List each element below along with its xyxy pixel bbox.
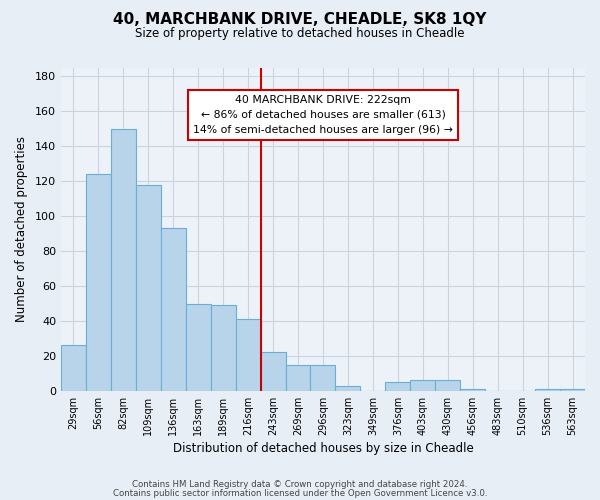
- Bar: [560, 389, 585, 391]
- X-axis label: Distribution of detached houses by size in Cheadle: Distribution of detached houses by size …: [173, 442, 473, 455]
- Bar: [286, 364, 310, 391]
- Bar: [61, 346, 86, 391]
- Bar: [236, 320, 260, 391]
- Text: 40 MARCHBANK DRIVE: 222sqm
← 86% of detached houses are smaller (613)
14% of sem: 40 MARCHBANK DRIVE: 222sqm ← 86% of deta…: [193, 95, 453, 134]
- Bar: [410, 380, 435, 391]
- Bar: [310, 364, 335, 391]
- Bar: [86, 174, 111, 391]
- Bar: [111, 128, 136, 391]
- Text: Contains public sector information licensed under the Open Government Licence v3: Contains public sector information licen…: [113, 488, 487, 498]
- Bar: [186, 304, 211, 391]
- Bar: [535, 389, 560, 391]
- Bar: [435, 380, 460, 391]
- Bar: [335, 386, 361, 391]
- Text: Contains HM Land Registry data © Crown copyright and database right 2024.: Contains HM Land Registry data © Crown c…: [132, 480, 468, 489]
- Bar: [385, 382, 410, 391]
- Bar: [136, 184, 161, 391]
- Bar: [260, 352, 286, 391]
- Text: Size of property relative to detached houses in Cheadle: Size of property relative to detached ho…: [135, 28, 465, 40]
- Y-axis label: Number of detached properties: Number of detached properties: [15, 136, 28, 322]
- Bar: [161, 228, 186, 391]
- Bar: [211, 306, 236, 391]
- Text: 40, MARCHBANK DRIVE, CHEADLE, SK8 1QY: 40, MARCHBANK DRIVE, CHEADLE, SK8 1QY: [113, 12, 487, 28]
- Bar: [460, 389, 485, 391]
